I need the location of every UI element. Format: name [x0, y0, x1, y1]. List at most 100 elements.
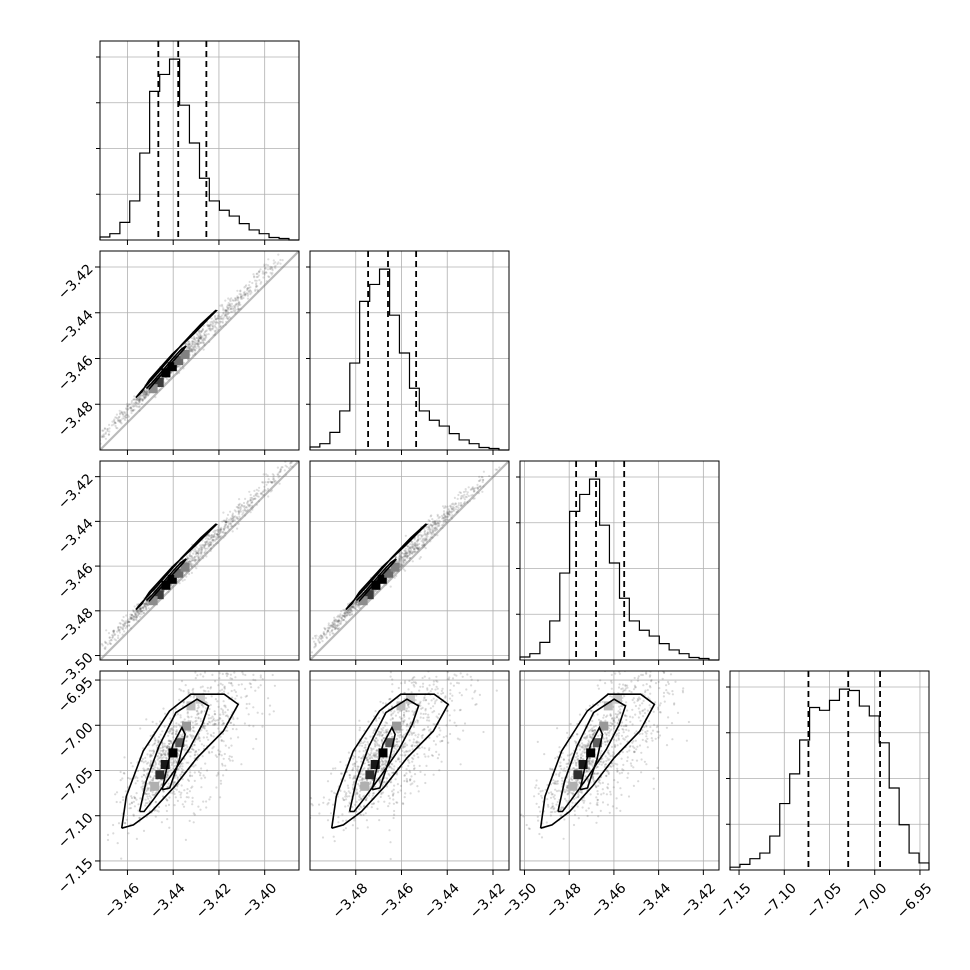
contour-level-0: [145, 345, 187, 390]
y-tick-label: −7.15: [55, 855, 97, 897]
contour-level-1: [348, 698, 420, 813]
density-cell: [396, 701, 406, 711]
histogram-3: [729, 688, 930, 870]
sample-points: [310, 671, 498, 861]
density-cell: [180, 562, 190, 572]
density-cell: [154, 378, 164, 387]
y-tick-label: −7.10: [55, 810, 97, 852]
panel-frame: [99, 40, 300, 241]
contour-level-2: [539, 693, 656, 829]
density-cell: [377, 574, 387, 584]
sample-trace: [100, 251, 299, 450]
density-cell: [573, 770, 583, 780]
histogram-1: [309, 268, 509, 451]
contour-level-0: [355, 558, 397, 602]
density-cell: [168, 748, 178, 758]
x-tick-label: −6.95: [894, 880, 936, 922]
x-tick-label: −3.46: [101, 880, 143, 922]
contour-level-1: [345, 523, 428, 611]
contour-level-1: [557, 698, 627, 813]
sample-trace: [310, 461, 509, 660]
contour-level-2: [330, 693, 450, 829]
hist-panel-0: [96, 40, 300, 245]
panel-frame: [309, 250, 510, 451]
pair-panel-2-1: [309, 460, 510, 665]
density-cell: [148, 384, 158, 394]
panel-frame: [309, 670, 510, 871]
contour-level-0: [371, 725, 396, 791]
x-tick-label: −3.46: [588, 880, 630, 922]
contour-level-0: [161, 725, 186, 791]
x-tick-label: −7.10: [758, 880, 800, 922]
density-cell: [161, 580, 171, 590]
density-cell: [167, 362, 177, 372]
density-cell: [599, 721, 609, 731]
density-cell: [195, 694, 205, 704]
density-cell: [370, 760, 380, 769]
x-tick-label: −7.15: [713, 880, 755, 922]
x-tick-label: −3.44: [633, 880, 675, 922]
contour-level-2: [120, 693, 240, 829]
density-cell: [384, 568, 394, 578]
panel-frame: [99, 460, 300, 661]
density-cell: [175, 738, 185, 748]
density-cell: [161, 368, 171, 378]
x-tick-label: −3.40: [239, 880, 281, 922]
density-cell: [613, 694, 622, 704]
contour-level-1: [138, 698, 210, 813]
density-cell: [365, 770, 375, 780]
density-cell: [390, 562, 400, 572]
density-cell: [586, 748, 596, 758]
sample-points: [100, 251, 296, 445]
y-tick-label: −7.05: [55, 765, 97, 807]
density-cell: [364, 590, 374, 600]
density-cell: [160, 760, 170, 769]
y-tick-label: −3.42: [55, 261, 97, 303]
panel-frame: [99, 250, 300, 451]
density-cell: [378, 748, 388, 758]
density-cell: [148, 596, 158, 606]
density-cell: [405, 694, 415, 704]
y-tick-label: −3.48: [55, 399, 97, 441]
density-cell: [568, 781, 578, 791]
density-cell: [392, 721, 401, 731]
density-cell: [186, 701, 196, 711]
x-tick-label: −3.42: [193, 880, 235, 922]
histogram-0: [99, 58, 299, 241]
contour-level-1: [135, 309, 218, 399]
y-tick-label: −3.44: [55, 516, 97, 558]
histogram-2: [519, 478, 719, 661]
y-tick-label: −3.46: [55, 353, 97, 395]
density-cell: [603, 701, 613, 711]
x-tick-label: −3.44: [421, 880, 463, 922]
contour-level-0: [579, 725, 604, 791]
hist-panel-2: [516, 460, 720, 665]
x-tick-label: −7.05: [803, 880, 845, 922]
density-cell: [150, 781, 160, 791]
panel-frame: [519, 460, 720, 661]
contour-level-0: [145, 558, 187, 602]
panel-frame: [519, 670, 720, 871]
panel-frame: [309, 460, 510, 661]
x-tick-label: −3.42: [677, 880, 719, 922]
hist-panel-1: [306, 250, 510, 455]
pair-panel-1-0: −3.48−3.46−3.44−3.42: [55, 250, 300, 455]
x-tick-label: −3.48: [543, 880, 585, 922]
density-cell: [592, 738, 602, 748]
density-cell: [155, 770, 165, 780]
x-tick-label: −3.50: [498, 880, 540, 922]
density-cell: [174, 568, 184, 578]
y-tick-label: −3.48: [55, 605, 97, 647]
x-tick-label: −7.00: [849, 880, 891, 922]
x-tick-label: −3.48: [330, 880, 372, 922]
density-cell: [358, 596, 368, 606]
density-cell: [360, 781, 370, 791]
x-tick-label: −3.44: [147, 880, 189, 922]
pair-panel-3-1: [309, 670, 510, 875]
sample-trace: [100, 461, 299, 660]
y-tick-label: −3.44: [55, 307, 97, 349]
hist-panel-3: [726, 670, 930, 875]
density-cell: [180, 349, 190, 359]
y-tick-label: −3.46: [55, 560, 97, 602]
